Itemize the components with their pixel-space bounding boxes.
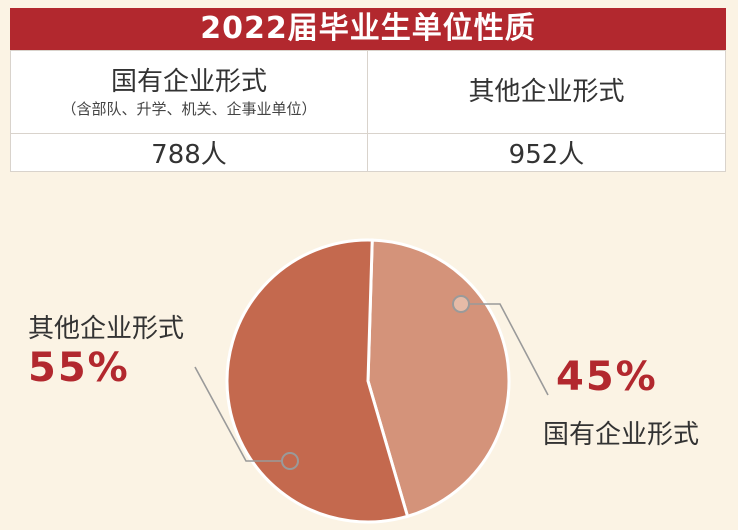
page-title: 2022届毕业生单位性质: [10, 8, 726, 50]
pie-slice-state-owned: [366, 238, 511, 519]
pie-slice-other: [225, 238, 410, 524]
table-value-state-owned: 788人: [10, 133, 368, 172]
header-other-label: 其他企业形式: [468, 77, 625, 107]
slice-label-state-owned: 国有企业形式: [543, 420, 700, 450]
leader-dot-state-owned: [452, 295, 470, 313]
table-value-other: 952人: [367, 133, 726, 172]
slice-percent-state-owned: 45%: [556, 354, 658, 400]
slice-label-other: 其他企业形式: [28, 314, 185, 344]
table-header-other: 其他企业形式: [367, 50, 726, 134]
leader-line-state-owned: [461, 303, 549, 396]
header-state-owned-label: 国有企业形式: [110, 67, 267, 97]
leader-dot-other: [281, 452, 299, 470]
leader-line-other: [194, 366, 290, 462]
summary-table: 国有企业形式 （含部队、升学、机关、企事业单位） 其他企业形式 788人 952…: [10, 50, 726, 172]
table-header-state-owned: 国有企业形式 （含部队、升学、机关、企事业单位）: [10, 50, 368, 134]
header-state-owned-note: （含部队、升学、机关、企事业单位）: [61, 100, 317, 118]
slice-percent-other: 55%: [28, 345, 130, 391]
